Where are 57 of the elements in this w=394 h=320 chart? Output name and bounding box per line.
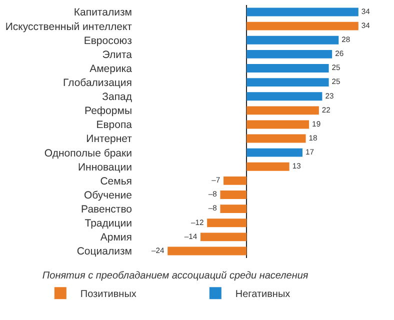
data-label: –8 <box>208 190 217 199</box>
legend-label: Позитивных <box>80 288 136 300</box>
data-label: 18 <box>308 133 318 142</box>
bar <box>207 218 247 228</box>
y-tick-label: Евросоюз <box>84 34 132 47</box>
y-tick-label: Армия <box>100 232 132 244</box>
y-tick-label: Традиции <box>84 218 132 230</box>
bar <box>246 106 319 115</box>
legend-title: Понятия с преобладанием ассоциаций среди населения <box>42 270 309 282</box>
data-label: –12 <box>190 218 204 227</box>
bar <box>246 22 358 30</box>
bar <box>224 176 247 185</box>
data-label: –24 <box>151 246 165 255</box>
y-tick-label: Обучение <box>84 189 132 202</box>
y-tick-label: Америка <box>90 62 132 75</box>
bar <box>246 148 302 157</box>
data-label: –8 <box>208 204 217 213</box>
legend-label: Негативных <box>235 288 290 300</box>
data-label: 25 <box>332 77 340 86</box>
bar <box>168 246 247 256</box>
y-tick-label: Капитализм <box>74 6 132 19</box>
data-label: 34 <box>361 21 371 30</box>
data-label: 13 <box>292 162 301 171</box>
y-tick-label: Интернет <box>86 133 132 146</box>
bar <box>246 78 329 87</box>
bar <box>246 50 332 58</box>
data-label: –14 <box>184 232 198 241</box>
bar <box>246 8 358 16</box>
y-tick-label: Глобализация <box>62 76 132 89</box>
data-label: 17 <box>305 148 314 156</box>
y-tick-label: Реформы <box>84 105 132 118</box>
bar <box>246 92 322 101</box>
data-label: 22 <box>322 105 330 114</box>
y-tick-label: Равенство <box>81 203 132 216</box>
bar <box>200 232 247 242</box>
data-label: 19 <box>312 119 321 128</box>
y-tick-label: Запад <box>102 91 132 104</box>
y-tick-label: Искусственный интеллект <box>5 20 132 33</box>
bar <box>220 190 247 199</box>
data-label: 26 <box>335 49 344 58</box>
y-tick-label: Европа <box>96 119 132 132</box>
bar <box>220 204 247 214</box>
bar <box>246 64 329 72</box>
data-label: –7 <box>212 176 220 185</box>
data-label: 28 <box>342 35 350 44</box>
y-tick-label: Однополые браки <box>44 147 132 160</box>
bar <box>246 162 290 171</box>
y-tick-label: Инновации <box>78 161 132 174</box>
y-tick-label: Семья <box>100 175 132 188</box>
bar <box>246 120 310 129</box>
bar <box>246 36 339 44</box>
data-label: 34 <box>361 6 371 16</box>
data-label: 25 <box>332 63 340 72</box>
data-label: 23 <box>325 91 334 100</box>
y-tick-label: Социализм <box>76 246 132 258</box>
bar <box>246 134 306 143</box>
y-tick-label: Элита <box>102 48 132 61</box>
